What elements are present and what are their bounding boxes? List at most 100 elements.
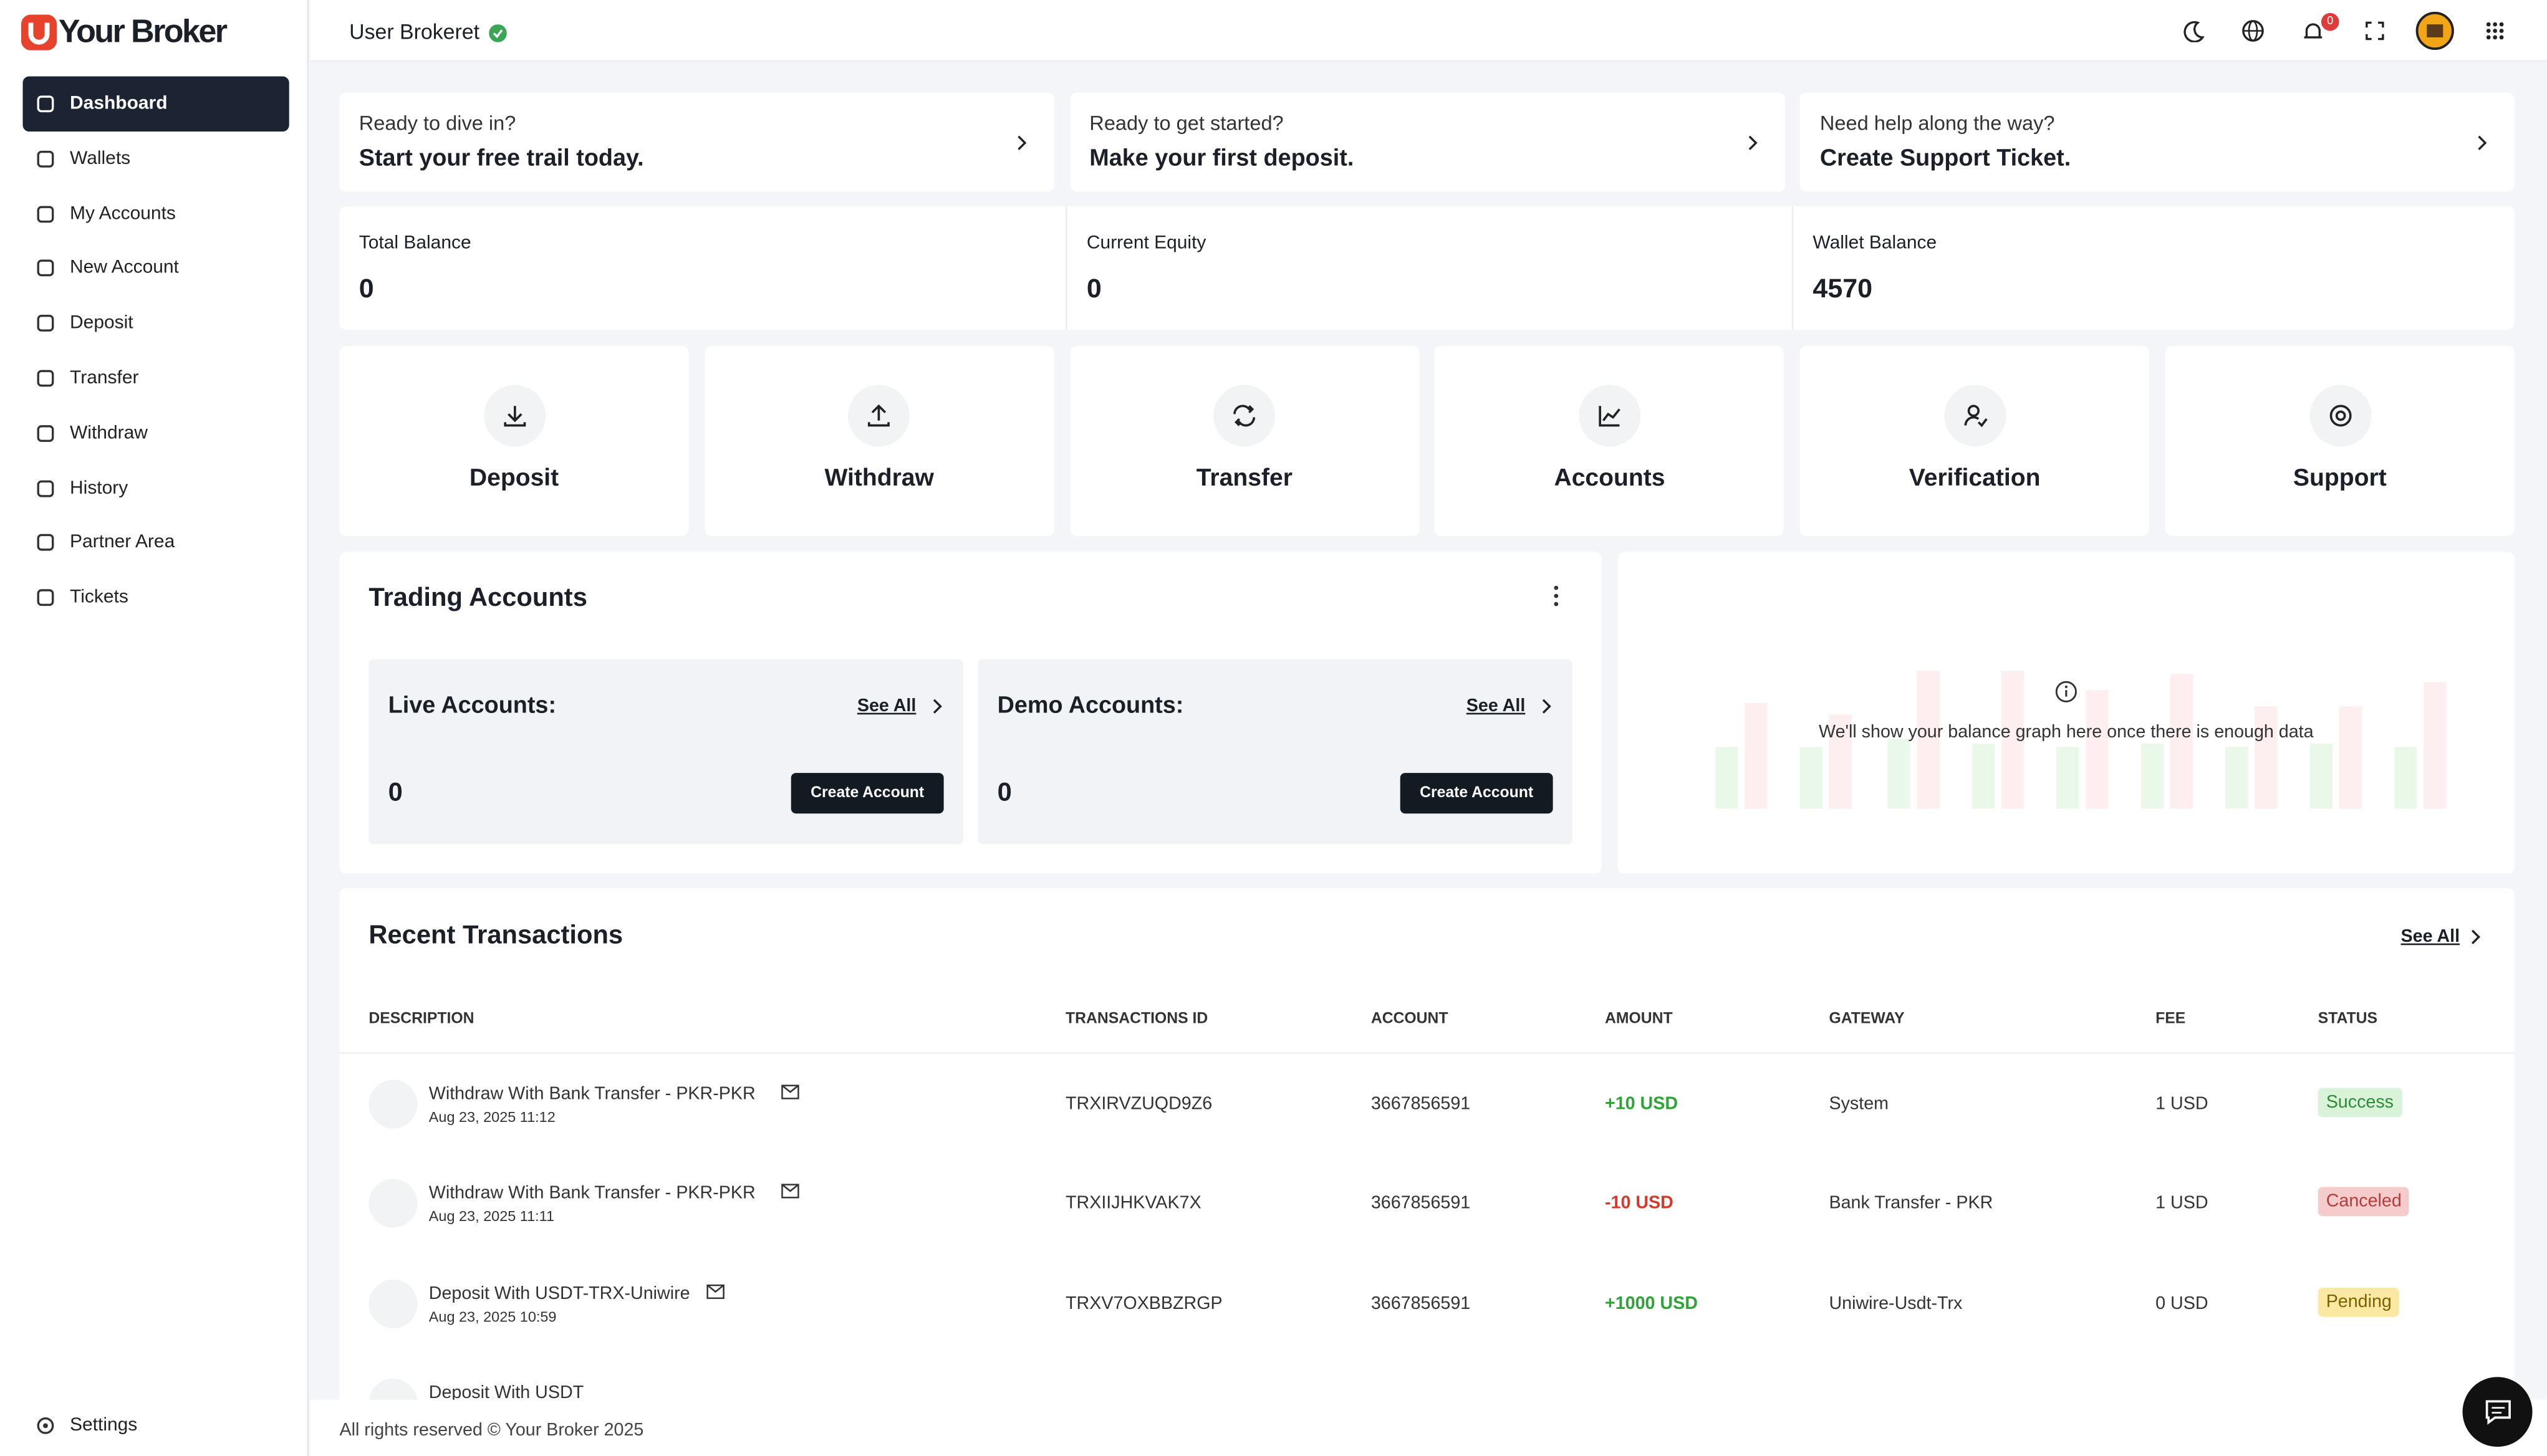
mail-icon: [706, 1284, 725, 1299]
balance-graph: We'll show your balance graph here once …: [1617, 552, 2515, 874]
nav-item[interactable]: Dashboard: [22, 76, 289, 132]
nav-label: Tickets: [70, 588, 128, 608]
nav-item[interactable]: History: [22, 461, 289, 516]
icon: [1963, 405, 1987, 428]
balance-item: Total Balance 0: [339, 206, 1064, 330]
promo-card[interactable]: Ready to dive in? Start your free trail t…: [339, 92, 1054, 192]
tx-account: 3667856591: [1370, 1094, 1471, 1114]
nav-item[interactable]: Transfer: [22, 351, 289, 406]
balance-label: Current Equity: [1086, 234, 1206, 254]
nav-item[interactable]: Settings: [22, 1398, 289, 1454]
language[interactable]: [2241, 19, 2264, 42]
quick-action[interactable]: Support: [2165, 345, 2515, 536]
account-count: 0: [388, 779, 403, 807]
tx-description: Withdraw With Bank Transfer - PKR-PKR: [428, 1184, 756, 1204]
action-label: Verification: [1909, 464, 2041, 492]
chevron: [1542, 699, 1551, 714]
tx-fee: 1 USD: [2155, 1194, 2208, 1214]
promo-title: Make your first deposit.: [1089, 146, 1354, 173]
notifications[interactable]: [2302, 19, 2324, 42]
icon: [37, 95, 54, 113]
quick-action[interactable]: Accounts: [1435, 345, 1784, 536]
tx-fee: 1 USD: [2155, 1094, 2208, 1114]
quick-action[interactable]: Deposit: [339, 345, 689, 536]
action-label: Accounts: [1554, 464, 1665, 492]
nav-label: Withdraw: [70, 423, 148, 443]
tx-date: Aug 23, 2025 11:11: [428, 1209, 554, 1225]
divider: [339, 1052, 2515, 1054]
promo-card[interactable]: Need help along the way? Create Support T…: [1800, 92, 2515, 192]
column-header: STATUS: [2318, 1010, 2377, 1028]
chat-button[interactable]: [2462, 1377, 2533, 1447]
chevron: [1748, 135, 1757, 150]
status-badge: Success: [2318, 1088, 2402, 1118]
tx-amount: -10 USD: [1604, 1194, 1673, 1214]
avatar[interactable]: [2415, 11, 2455, 50]
see-all-link[interactable]: See All: [857, 696, 917, 716]
column-header: FEE: [2155, 1010, 2186, 1028]
more-menu[interactable]: [1551, 585, 1561, 607]
nav-label: Transfer: [70, 368, 139, 388]
icon-circle: [483, 385, 546, 447]
nav-item[interactable]: New Account: [22, 241, 289, 297]
column-header: TRANSACTIONS ID: [1066, 1010, 1208, 1028]
row-icon: [368, 1179, 418, 1228]
tx-account: 3667856591: [1370, 1194, 1471, 1214]
quick-action[interactable]: Transfer: [1069, 345, 1419, 536]
icon: [37, 424, 54, 442]
create-account-button[interactable]: Create Account: [791, 773, 944, 814]
icon: [37, 260, 54, 277]
icon: [37, 150, 54, 168]
nav-item[interactable]: My Accounts: [22, 186, 289, 242]
nav-label: Dashboard: [70, 94, 168, 114]
tx-account: 3667856591: [1370, 1293, 1471, 1314]
apps-menu[interactable]: [2485, 21, 2505, 41]
section-title: Recent Transactions: [368, 922, 624, 951]
balance-label: Total Balance: [359, 234, 471, 254]
quick-action[interactable]: Withdraw: [705, 345, 1054, 536]
column-header: DESCRIPTION: [368, 1010, 474, 1028]
column-header: GATEWAY: [1829, 1010, 1905, 1028]
tx-id: TRXIIJHKVAK7X: [1066, 1194, 1201, 1214]
icon: [37, 589, 54, 606]
chat-icon: [2485, 1400, 2511, 1425]
icon: [37, 1417, 54, 1434]
nav-item[interactable]: Deposit: [22, 296, 289, 352]
icon: [37, 370, 54, 387]
chevron: [933, 699, 942, 714]
tx-fee: 0 USD: [2155, 1293, 2208, 1314]
nav-item[interactable]: Withdraw: [22, 406, 289, 461]
promo-caption: Need help along the way?: [1819, 112, 2055, 135]
see-all-link[interactable]: See All: [2400, 927, 2460, 947]
verified-icon: [489, 24, 507, 42]
nav-item[interactable]: Wallets: [22, 131, 289, 186]
see-all-link[interactable]: See All: [1466, 696, 1526, 716]
fullscreen[interactable]: [2365, 21, 2384, 41]
mail-icon: [781, 1184, 799, 1199]
icon: [868, 404, 890, 427]
footer-text: All rights reserved © Your Broker 2025: [339, 1420, 644, 1440]
top-bar: User Brokeret 0: [310, 0, 2547, 62]
row-icon: [368, 1279, 418, 1328]
tx-id: TRXV7OXBBZRGP: [1066, 1293, 1223, 1314]
quick-action[interactable]: Verification: [1800, 345, 2150, 536]
nav-item[interactable]: Tickets: [22, 570, 289, 626]
promo-card[interactable]: Ready to get started? Make your first dep…: [1070, 92, 1785, 192]
logo-icon: [21, 14, 57, 50]
promo-title: Create Support Ticket.: [1819, 146, 2071, 173]
recent-transactions: Recent Transactions See All: [339, 888, 2515, 1456]
balance-item: Current Equity 0: [1066, 206, 1790, 330]
nav-item[interactable]: Partner Area: [22, 515, 289, 571]
theme-toggle[interactable]: [2182, 19, 2205, 42]
action-label: Support: [2293, 464, 2387, 492]
balance-value: 0: [359, 274, 374, 304]
sidebar: Your Broker Settings Dashboard Wallets My …: [0, 0, 309, 1456]
action-label: Deposit: [469, 464, 559, 492]
graph-placeholder: [1715, 670, 2447, 809]
create-account-button[interactable]: Create Account: [1400, 773, 1553, 814]
account-count: 0: [997, 779, 1012, 807]
account-type: Live Accounts:: [388, 693, 557, 720]
chevron: [2471, 929, 2480, 944]
account-box: Demo Accounts: See All 0 Create Account: [978, 659, 1572, 845]
brand: Your Broker: [58, 14, 228, 50]
